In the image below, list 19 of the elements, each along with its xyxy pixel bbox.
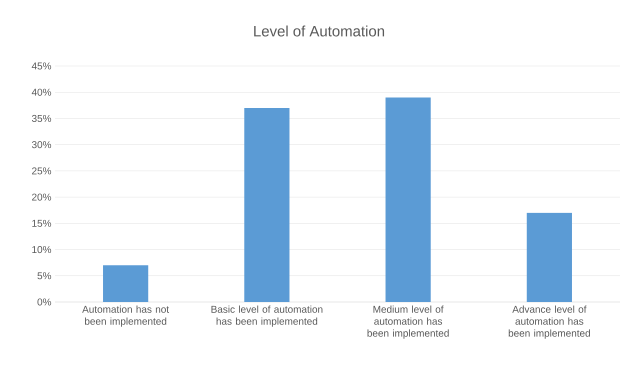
x-tick-label: Advance level of automation has been implemented (508, 306, 590, 339)
y-tick-label: 10% (32, 246, 52, 254)
y-tick-label: 25% (32, 167, 52, 174)
y-tick-label: 15% (32, 220, 52, 227)
y-tick-label: 45% (32, 62, 52, 70)
bar (103, 265, 148, 302)
bar (244, 108, 290, 302)
y-tick-label: 5% (37, 272, 52, 280)
x-tick-label: Medium level of automation has been implemented (368, 306, 449, 339)
bar (526, 212, 572, 302)
y-tick-label: 0% (37, 298, 52, 306)
chart-title: Level of Automation (254, 26, 384, 36)
y-tick-label: 35% (32, 114, 52, 122)
y-tick-label: 40% (32, 88, 52, 96)
x-tick-label: Basic level of automation has been implemented (211, 306, 322, 327)
x-tick-label: Automation has not been implemented (82, 306, 170, 327)
bar (386, 97, 431, 302)
y-tick-label: 20% (32, 194, 52, 201)
y-tick-label: 30% (32, 141, 52, 148)
